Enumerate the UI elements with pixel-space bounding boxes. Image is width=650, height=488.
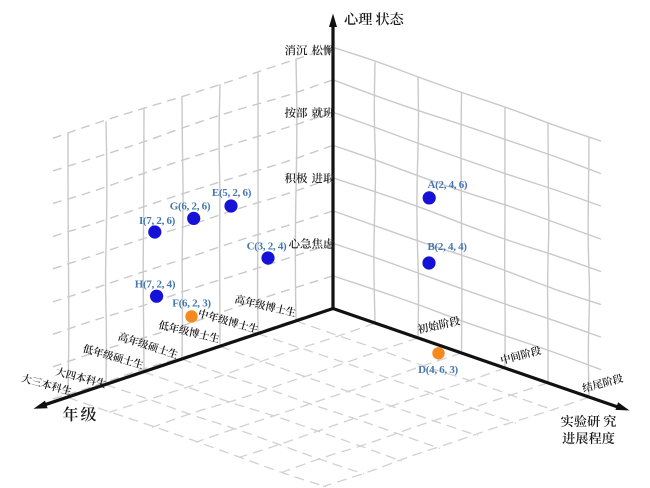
svg-text:H(7, 2, 4): H(7, 2, 4) (135, 279, 176, 291)
svg-text:I(7, 2, 6): I(7, 2, 6) (139, 215, 176, 227)
svg-text:F(6, 2, 3): F(6, 2, 3) (172, 298, 211, 310)
svg-text:B(2, 4, 4): B(2, 4, 4) (428, 241, 468, 253)
svg-text:E(5, 2, 6): E(5, 2, 6) (212, 187, 252, 199)
svg-text:A(2, 4, 6): A(2, 4, 6) (428, 179, 468, 191)
svg-text:D(4, 6, 3): D(4, 6, 3) (418, 364, 458, 376)
svg-text:G(6, 2, 6): G(6, 2, 6) (170, 201, 211, 213)
svg-text:C(3, 2, 4): C(3, 2, 4) (247, 241, 287, 253)
